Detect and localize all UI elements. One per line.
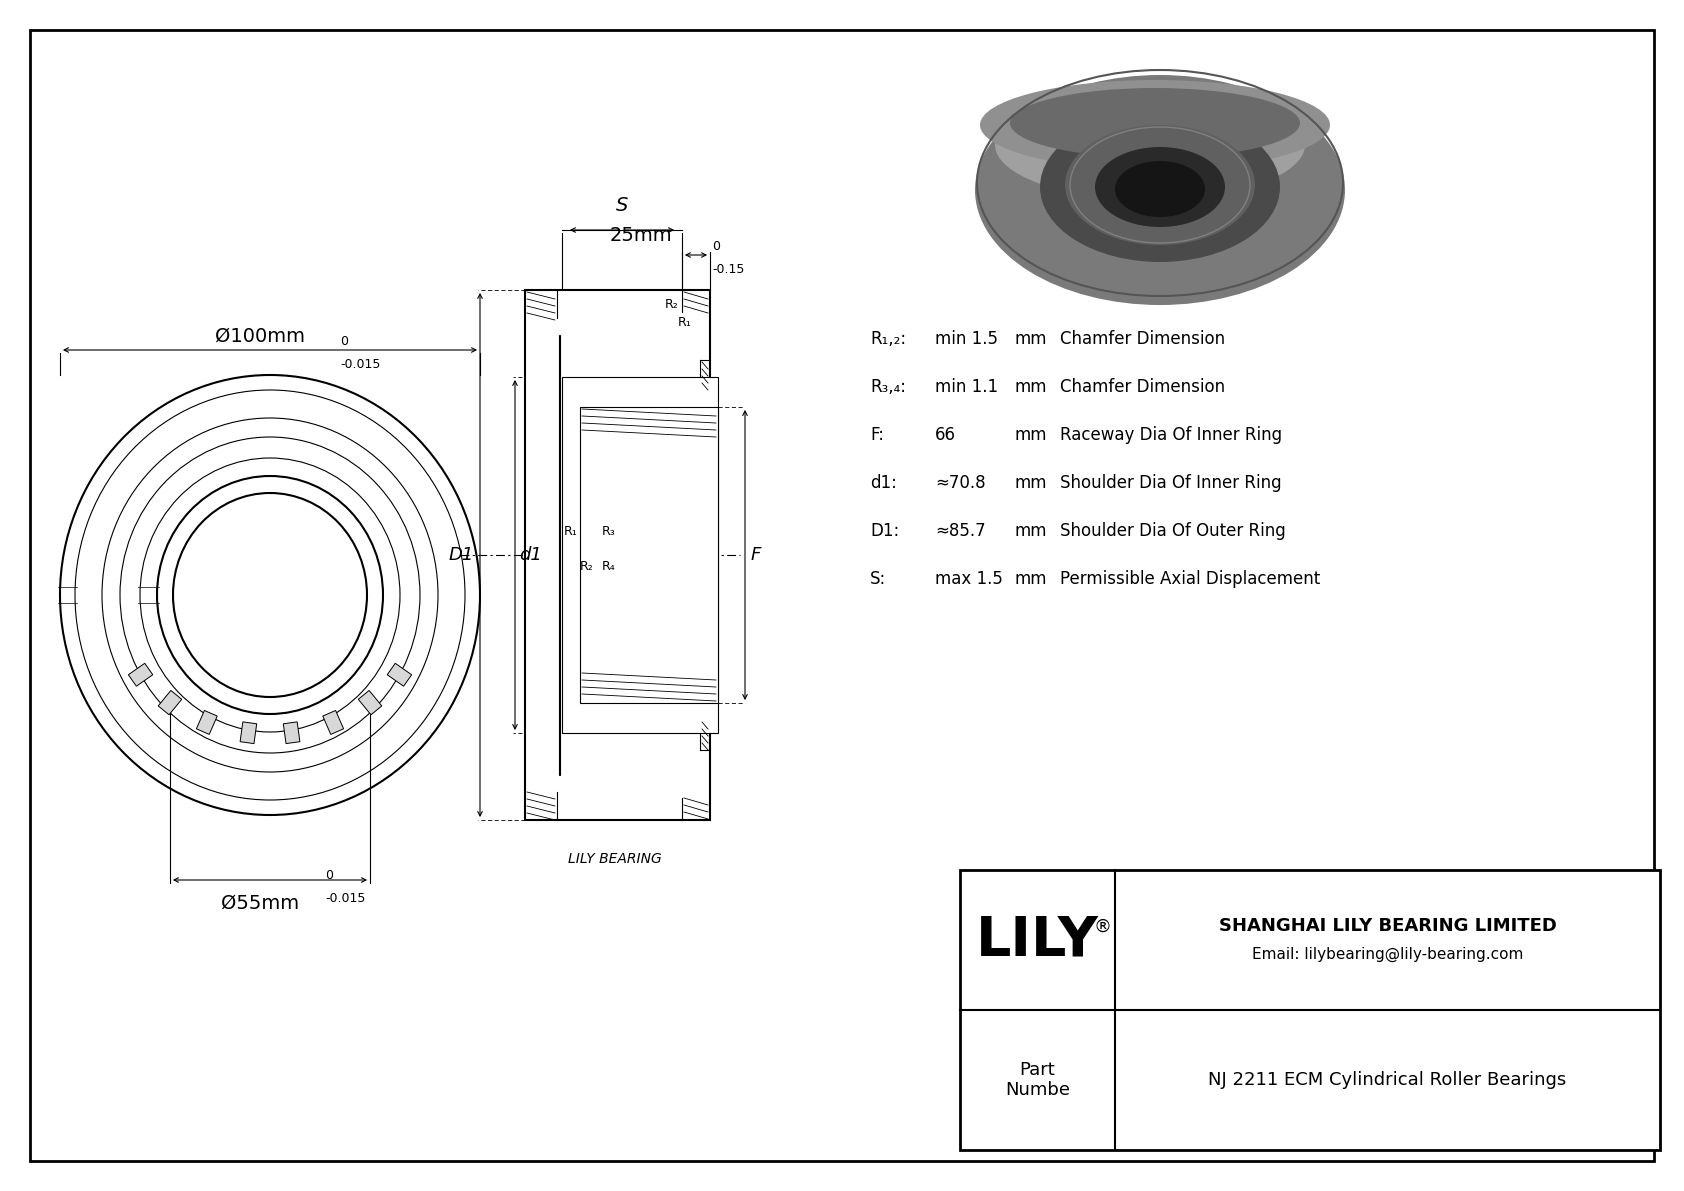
Ellipse shape xyxy=(1064,125,1255,245)
Text: ≈70.8: ≈70.8 xyxy=(935,474,985,492)
Bar xyxy=(359,691,382,715)
Ellipse shape xyxy=(995,91,1305,200)
Text: Shoulder Dia Of Outer Ring: Shoulder Dia Of Outer Ring xyxy=(1059,522,1287,540)
Text: mm: mm xyxy=(1015,474,1047,492)
Text: ®: ® xyxy=(1093,918,1111,936)
Text: S:: S: xyxy=(871,570,886,588)
Text: Ø55mm: Ø55mm xyxy=(221,894,300,913)
Bar xyxy=(158,691,182,715)
Text: R₁: R₁ xyxy=(679,316,692,329)
Ellipse shape xyxy=(1115,161,1206,217)
Text: ≈85.7: ≈85.7 xyxy=(935,522,985,540)
Ellipse shape xyxy=(980,80,1330,170)
Text: LILY BEARING: LILY BEARING xyxy=(568,852,662,866)
Bar xyxy=(960,869,1660,1151)
Bar xyxy=(241,722,256,743)
Text: min 1.1: min 1.1 xyxy=(935,378,999,395)
Bar xyxy=(525,289,711,819)
Text: mm: mm xyxy=(1015,378,1047,395)
Text: mm: mm xyxy=(1015,426,1047,444)
Text: F: F xyxy=(751,545,761,565)
Text: NJ 2211 ECM Cylindrical Roller Bearings: NJ 2211 ECM Cylindrical Roller Bearings xyxy=(1209,1071,1566,1089)
Text: d1: d1 xyxy=(519,545,542,565)
Text: 25mm: 25mm xyxy=(610,226,672,245)
Bar xyxy=(323,711,344,735)
Text: Chamfer Dimension: Chamfer Dimension xyxy=(1059,330,1226,348)
Bar xyxy=(283,722,300,743)
Bar xyxy=(387,663,411,686)
Text: SHANGHAI LILY BEARING LIMITED: SHANGHAI LILY BEARING LIMITED xyxy=(1219,917,1556,935)
Text: mm: mm xyxy=(1015,330,1047,348)
Ellipse shape xyxy=(975,75,1346,305)
Text: D1: D1 xyxy=(448,545,473,565)
Text: min 1.5: min 1.5 xyxy=(935,330,999,348)
Text: 0: 0 xyxy=(712,241,721,252)
Text: 0: 0 xyxy=(325,869,333,883)
Text: -0.015: -0.015 xyxy=(340,358,381,372)
Text: Permissible Axial Displacement: Permissible Axial Displacement xyxy=(1059,570,1320,588)
Text: Raceway Dia Of Inner Ring: Raceway Dia Of Inner Ring xyxy=(1059,426,1282,444)
Bar xyxy=(579,407,717,703)
Text: -0.15: -0.15 xyxy=(712,263,744,276)
Text: d1:: d1: xyxy=(871,474,898,492)
Text: R₂: R₂ xyxy=(665,298,679,311)
Text: R₁: R₁ xyxy=(564,525,578,538)
Text: R₄: R₄ xyxy=(601,560,616,573)
Text: Email: lilybearing@lily-bearing.com: Email: lilybearing@lily-bearing.com xyxy=(1251,947,1524,961)
Bar xyxy=(562,378,717,732)
Ellipse shape xyxy=(1041,112,1280,262)
Text: R₃: R₃ xyxy=(601,525,616,538)
Text: mm: mm xyxy=(1015,570,1047,588)
Text: R₂: R₂ xyxy=(579,560,594,573)
Text: mm: mm xyxy=(1015,522,1047,540)
Text: R₃,₄:: R₃,₄: xyxy=(871,378,906,395)
Ellipse shape xyxy=(1095,146,1224,227)
Text: Chamfer Dimension: Chamfer Dimension xyxy=(1059,378,1226,395)
Text: Shoulder Dia Of Inner Ring: Shoulder Dia Of Inner Ring xyxy=(1059,474,1282,492)
Text: LILY: LILY xyxy=(977,913,1100,967)
Text: 66: 66 xyxy=(935,426,957,444)
Text: max 1.5: max 1.5 xyxy=(935,570,1004,588)
Text: 0: 0 xyxy=(340,335,349,348)
Ellipse shape xyxy=(1010,88,1300,158)
Text: Ø100mm: Ø100mm xyxy=(216,328,305,347)
Text: F:: F: xyxy=(871,426,884,444)
Text: -0.015: -0.015 xyxy=(325,892,365,905)
Text: Part
Numbe: Part Numbe xyxy=(1005,1061,1069,1099)
Text: S: S xyxy=(616,197,628,216)
Bar xyxy=(128,663,153,686)
Bar xyxy=(197,711,217,735)
Text: D1:: D1: xyxy=(871,522,899,540)
Text: R₁,₂:: R₁,₂: xyxy=(871,330,906,348)
